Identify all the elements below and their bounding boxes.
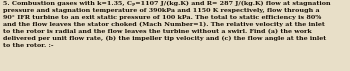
Text: 5. Combustion gases with k=1.35, Cₚ=1107 J/(kg.K) and R= 287 J/(kg.K) flow at st: 5. Combustion gases with k=1.35, Cₚ=1107…: [3, 1, 330, 48]
